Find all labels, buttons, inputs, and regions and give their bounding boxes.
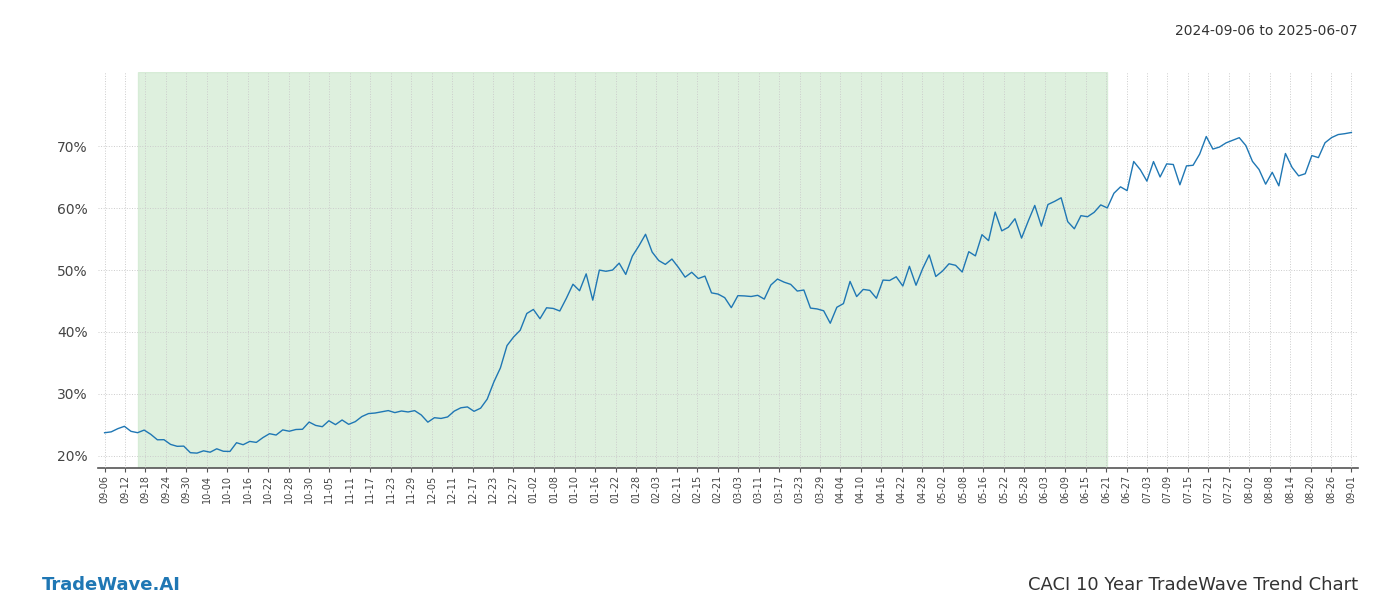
Text: CACI 10 Year TradeWave Trend Chart: CACI 10 Year TradeWave Trend Chart	[1028, 576, 1358, 594]
Text: 2024-09-06 to 2025-06-07: 2024-09-06 to 2025-06-07	[1176, 24, 1358, 38]
Bar	[137, 72, 1107, 468]
Text: TradeWave.AI: TradeWave.AI	[42, 576, 181, 594]
